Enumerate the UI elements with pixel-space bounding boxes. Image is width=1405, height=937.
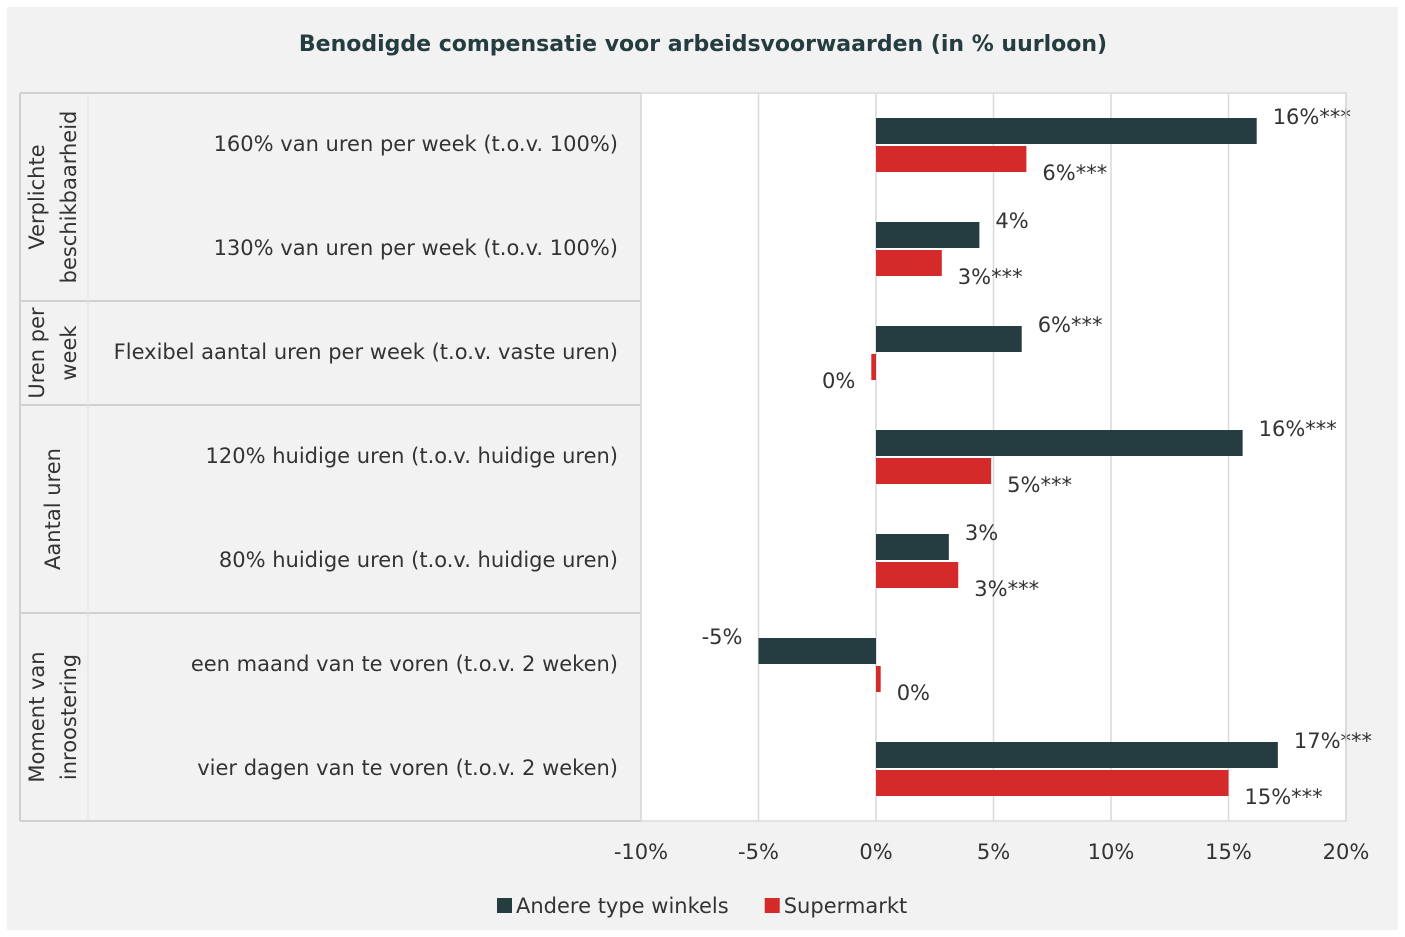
y-tick-label: 130% van uren per week (t.o.v. 100%) [214,236,618,260]
bar [876,742,1278,768]
bar [876,770,1229,796]
y-tick-label: Flexibel aantal uren per week (t.o.v. va… [114,340,618,364]
value-label: 6%*** [1038,313,1103,337]
legend-swatch [764,898,780,913]
value-label: 16%*** [1259,417,1337,441]
group-label: inroostering [57,654,81,780]
bar [758,638,876,664]
bar [876,666,881,692]
bar [876,458,992,484]
value-label: 6%*** [1042,161,1107,185]
legend-label: Supermarkt [784,894,908,918]
bar [876,222,980,248]
value-label: 5%*** [1007,473,1072,497]
value-label: -5% [702,625,743,649]
y-tick-label: 80% huidige uren (t.o.v. huidige uren) [219,548,618,572]
bar [876,146,1027,172]
value-label: 17%*** [1294,729,1372,753]
value-label: 3%*** [974,577,1039,601]
group-label: Verplichte [25,144,49,249]
x-tick-label: 15% [1205,840,1252,864]
bar [876,430,1243,456]
x-tick-label: 20% [1323,840,1370,864]
y-tick-label: vier dagen van te voren (t.o.v. 2 weken) [197,756,618,780]
group-label: Moment van [25,651,49,782]
value-label: 4% [995,209,1028,233]
value-label: 16%*** [1273,105,1351,129]
bar [876,118,1257,144]
bar [876,562,959,588]
y-tick-label: 120% huidige uren (t.o.v. huidige uren) [206,444,619,468]
x-tick-label: -10% [614,840,668,864]
plot-border [640,92,1347,822]
value-label: 0% [897,681,930,705]
legend-swatch [497,898,512,913]
group-label: beschikbaarheid [57,111,81,284]
value-label: 15%*** [1245,785,1323,809]
x-tick-label: -5% [738,840,779,864]
chart-title: Benodigde compensatie voor arbeidsvoorwa… [299,32,1107,57]
group-label: week [57,325,81,381]
bar [876,534,949,560]
group-label: Aantal uren [41,448,65,570]
y-tick-label: een maand van te voren (t.o.v. 2 weken) [191,652,618,676]
value-label: 0% [822,369,855,393]
bar [871,354,876,380]
bar [876,326,1022,352]
x-tick-label: 0% [859,840,892,864]
value-label: 3% [965,521,998,545]
x-tick-label: 10% [1088,840,1135,864]
bar [876,250,942,276]
group-label: Uren per [25,307,49,399]
x-tick-label: 5% [977,840,1010,864]
y-tick-label: 160% van uren per week (t.o.v. 100%) [214,132,618,156]
legend-label: Andere type winkels [516,894,729,918]
value-label: 3%*** [958,265,1023,289]
